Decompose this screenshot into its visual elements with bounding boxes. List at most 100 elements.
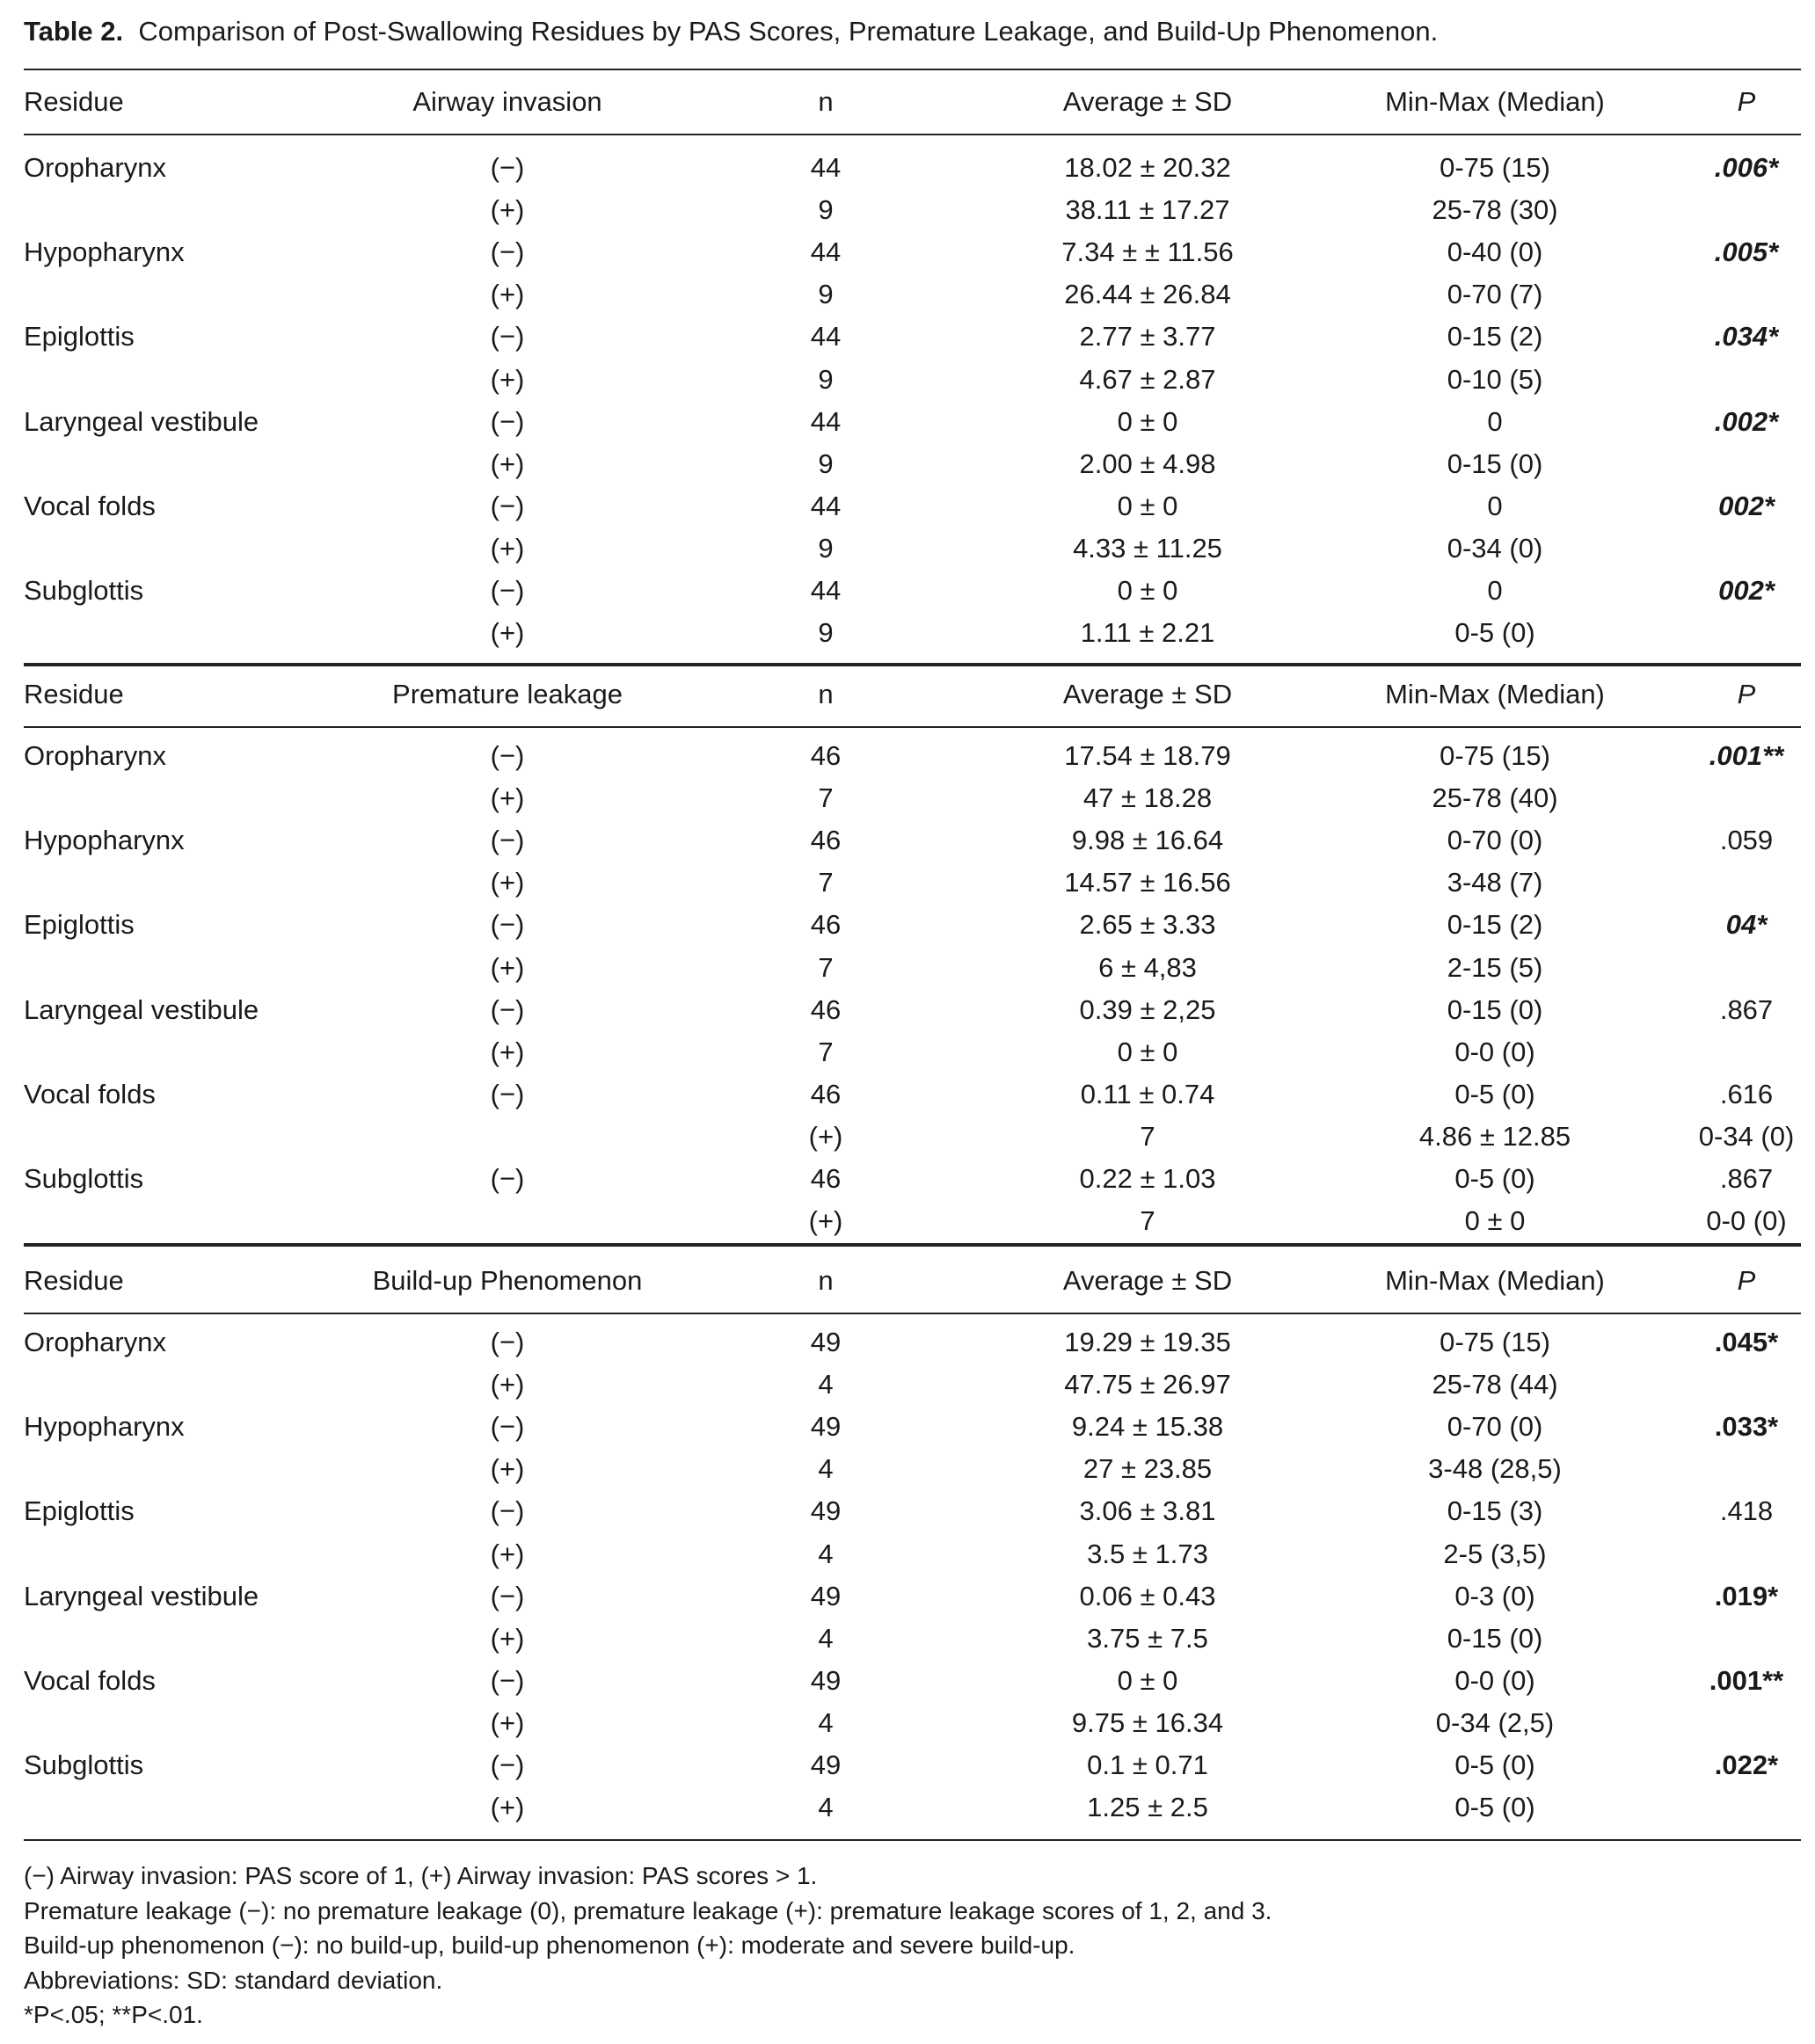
table-cell: 0.1 ± 0.71 xyxy=(1087,1749,1208,1780)
table-row: (+) 7 4.86 ± 12.85 0-34 (0) xyxy=(0,1117,1815,1156)
table-row: Subglottis (−) 44 0 ± 0 0 002* xyxy=(0,571,1815,610)
table-cell: (−) xyxy=(490,1327,525,1357)
table-cell: (+) xyxy=(490,782,525,814)
table-cell: 49 xyxy=(810,1327,842,1357)
table-cell: Subglottis xyxy=(24,575,144,606)
table-row: Hypopharynx (−) 46 9.98 ± 16.64 0-70 (0) .059 xyxy=(0,821,1815,860)
table-cell: (+) xyxy=(490,194,525,226)
table-cell: (−) xyxy=(490,490,525,521)
table-cell: 0-15 (2) xyxy=(1447,321,1543,353)
footnote: Premature leakage (−): no premature leak… xyxy=(24,1896,1272,1924)
table-cell: .045* xyxy=(1714,1327,1779,1357)
table-cell: (+) xyxy=(490,1538,525,1569)
column-header: Premature leakage xyxy=(392,679,623,709)
column-header: Average ± SD xyxy=(1062,679,1233,709)
table-cell: .867 xyxy=(1719,1163,1774,1194)
table-cell: 44 xyxy=(810,236,842,268)
table-label: Table 2. xyxy=(24,16,124,47)
table-cell: Vocal folds xyxy=(24,490,156,521)
table-cell: (−) xyxy=(490,575,525,606)
table-cell: 26.44 ± 26.84 xyxy=(1064,279,1231,310)
table-cell: 0-40 (0) xyxy=(1447,236,1543,268)
table-cell: 9 xyxy=(818,447,834,479)
table-cell: 0-75 (15) xyxy=(1440,1327,1550,1357)
table-cell: 4 xyxy=(818,1706,834,1738)
footnote: *P<.05; **P<.01. xyxy=(24,2001,203,2028)
table-cell: 0-34 (0) xyxy=(1447,532,1543,564)
column-header: Average ± SD xyxy=(1062,1265,1233,1296)
table-row: (+) 7 14.57 ± 16.56 3-48 (7) xyxy=(0,863,1815,902)
table-cell: 2-15 (5) xyxy=(1447,951,1543,983)
table-cell: (−) xyxy=(490,1749,525,1780)
table-cell: 1.25 ± 2.5 xyxy=(1087,1792,1208,1823)
table-cell: 0-34 (0) xyxy=(1698,1120,1795,1152)
table-cell: 9 xyxy=(818,279,834,310)
table-cell: 7 xyxy=(818,782,834,814)
table-cell: 0-75 (15) xyxy=(1440,740,1550,771)
table-cell: (−) xyxy=(490,1411,525,1443)
table-row: (+) 7 0 ± 0 0-0 (0) xyxy=(0,1033,1815,1072)
table-cell: 2.00 ± 4.98 xyxy=(1079,447,1216,479)
table-cell: (−) xyxy=(490,740,525,771)
table-cell: 9 xyxy=(818,194,834,226)
table-cell: 4 xyxy=(818,1369,834,1400)
table-cell: (+) xyxy=(490,867,525,898)
table-cell: Epiglottis xyxy=(24,1495,135,1527)
table-cell: .001** xyxy=(1709,740,1784,771)
table-row: Laryngeal vestibule (−) 44 0 ± 0 0 .002* xyxy=(0,403,1815,441)
table-cell: (+) xyxy=(490,1369,525,1400)
bottom-rule xyxy=(24,1839,1801,1841)
table-cell: .033* xyxy=(1714,1411,1779,1443)
table-cell: 3.06 ± 3.81 xyxy=(1079,1495,1216,1527)
table-cell: 002* xyxy=(1718,490,1775,521)
column-header: Min-Max (Median) xyxy=(1385,86,1605,117)
header-row: Residue Build-up Phenomenon n Average ± SD M… xyxy=(0,1262,1815,1300)
table-title: Table 2. Comparison of Post-Swallowing R… xyxy=(24,16,1438,47)
table-cell: 0-5 (0) xyxy=(1454,617,1535,649)
table-cell: 49 xyxy=(810,1580,842,1611)
header-rule xyxy=(24,1313,1801,1314)
table-caption: Comparison of Post-Swallowing Residues b… xyxy=(138,16,1439,47)
table-cell: 0-0 (0) xyxy=(1706,1205,1787,1237)
table-cell: (−) xyxy=(490,825,525,856)
table-cell: 4 xyxy=(818,1453,834,1485)
table-cell: Subglottis xyxy=(24,1749,144,1780)
table-cell: .034* xyxy=(1714,321,1779,353)
table-cell: 0-10 (5) xyxy=(1447,363,1543,395)
table-cell: 44 xyxy=(810,575,842,606)
table-cell: Epiglottis xyxy=(24,321,135,353)
table-row: (+) 7 47 ± 18.28 25-78 (40) xyxy=(0,779,1815,818)
table-row: (+) 7 0 ± 0 0-0 (0) xyxy=(0,1202,1815,1240)
table-row: Subglottis (−) 49 0.1 ± 0.71 0-5 (0) .022* xyxy=(0,1746,1815,1785)
table-cell: 9 xyxy=(818,363,834,395)
table-row: (+) 4 3.5 ± 1.73 2-5 (3,5) xyxy=(0,1535,1815,1574)
table-cell: 46 xyxy=(810,909,842,941)
table-cell: 9 xyxy=(818,532,834,564)
table-cell: 0-5 (0) xyxy=(1454,1749,1535,1780)
table-cell: Laryngeal vestibule xyxy=(24,993,259,1025)
table-cell: Laryngeal vestibule xyxy=(24,405,259,437)
table-cell: 4 xyxy=(818,1792,834,1823)
header-rule xyxy=(24,726,1801,728)
table-cell: (+) xyxy=(808,1205,843,1237)
column-header: n xyxy=(818,1265,834,1296)
table-cell: (−) xyxy=(490,909,525,941)
table-cell: .006* xyxy=(1714,152,1779,183)
table-cell: .867 xyxy=(1719,993,1774,1025)
column-header: Residue xyxy=(24,86,124,117)
header-row: Residue Airway invasion n Average ± SD Min-M… xyxy=(0,83,1815,121)
top-rule xyxy=(24,69,1801,70)
table-cell: 9.24 ± 15.38 xyxy=(1071,1411,1224,1443)
table-cell: 0-15 (3) xyxy=(1447,1495,1543,1527)
table-cell: Oropharynx xyxy=(24,1327,166,1357)
table-cell: 0-0 (0) xyxy=(1454,1664,1535,1696)
table-row: (+) 9 2.00 ± 4.98 0-15 (0) xyxy=(0,445,1815,484)
column-header: n xyxy=(818,679,834,709)
table-cell: 0.11 ± 0.74 xyxy=(1080,1078,1215,1109)
table-row: Subglottis (−) 46 0.22 ± 1.03 0-5 (0) .867 xyxy=(0,1160,1815,1198)
table-cell: .616 xyxy=(1719,1078,1774,1109)
table-cell: (+) xyxy=(490,1622,525,1654)
table-cell: 0-70 (7) xyxy=(1447,279,1543,310)
table-cell: 46 xyxy=(810,993,842,1025)
table-row: Hypopharynx (−) 49 9.24 ± 15.38 0-70 (0) .033… xyxy=(0,1408,1815,1446)
